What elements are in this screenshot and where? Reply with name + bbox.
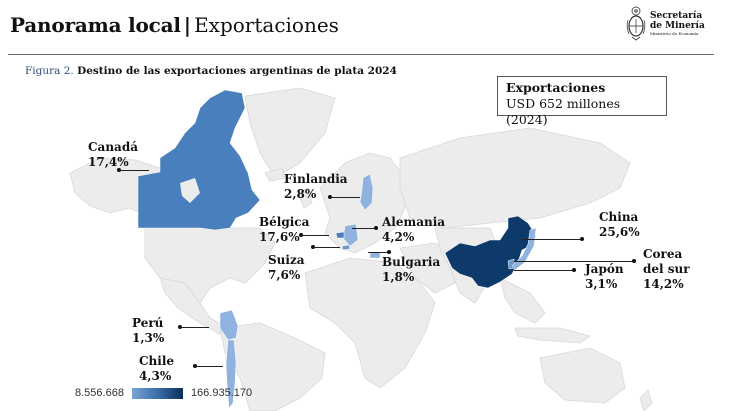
ministry-logo: Secretaría de Minería Ministerio de Econ… bbox=[625, 5, 705, 43]
logo-line-1: Secretaría bbox=[650, 11, 703, 21]
leader-line-japan bbox=[514, 270, 572, 271]
summary-title: Exportaciones bbox=[506, 80, 606, 95]
label-bulgaria: Bulgaria 1,8% bbox=[382, 255, 441, 284]
page-title: Panorama local | Exportaciones bbox=[10, 12, 339, 38]
summary-value: USD 652 millones (2024) bbox=[506, 96, 621, 127]
label-japan: Japón 3,1% bbox=[585, 262, 624, 291]
leader-line-switzerland bbox=[313, 247, 340, 248]
leader-dot-china bbox=[580, 237, 584, 241]
label-chile: Chile 4,3% bbox=[139, 354, 175, 383]
label-china: China 25,6% bbox=[599, 210, 640, 239]
figure-number: Figura 2. bbox=[25, 65, 74, 77]
label-switzerland: Suiza 7,6% bbox=[268, 253, 305, 282]
leader-line-south-korea bbox=[514, 261, 632, 262]
legend-max-value: 166.935.170 bbox=[190, 387, 253, 399]
title-subsection: Exportaciones bbox=[194, 13, 339, 37]
country-belgium bbox=[335, 231, 345, 239]
legend-gradient-bar bbox=[131, 387, 183, 399]
leader-dot-bulgaria bbox=[387, 250, 391, 254]
leader-dot-south-korea bbox=[632, 259, 636, 263]
label-south-korea: Corea del sur 14,2% bbox=[643, 247, 690, 291]
country-switzerland bbox=[341, 244, 351, 251]
logo-line-2: de Minería bbox=[650, 21, 705, 31]
legend-min-value: 8.556.668 bbox=[75, 387, 124, 399]
argentina-coat-of-arms-icon bbox=[626, 6, 646, 41]
leader-line-belgium bbox=[301, 235, 329, 236]
leader-line-germany bbox=[352, 228, 376, 229]
leader-line-canada bbox=[119, 170, 149, 171]
leader-dot-germany bbox=[374, 226, 378, 230]
leader-line-peru bbox=[180, 327, 209, 328]
title-separator: | bbox=[183, 13, 192, 37]
header-divider bbox=[8, 54, 714, 55]
leader-dot-japan bbox=[572, 268, 576, 272]
leader-line-bulgaria bbox=[368, 252, 388, 253]
leader-line-finland bbox=[330, 197, 360, 198]
label-belgium: Bélgica 17,6% bbox=[259, 215, 310, 244]
country-peru bbox=[219, 309, 239, 341]
label-germany: Alemania 4,2% bbox=[382, 215, 446, 244]
title-section: Panorama local bbox=[10, 13, 181, 37]
figure-title: Destino de las exportaciones argentinas … bbox=[77, 65, 397, 77]
figure-caption: Figura 2. Destino de las exportaciones a… bbox=[25, 65, 397, 77]
label-finland: Finlandia 2,8% bbox=[284, 172, 348, 201]
exports-summary-box: Exportaciones USD 652 millones (2024) bbox=[497, 76, 667, 127]
label-canada: Canadá 17,4% bbox=[88, 140, 138, 169]
logo-line-3: Ministerio de Economía bbox=[650, 31, 699, 36]
country-canada bbox=[137, 89, 261, 231]
country-chile bbox=[225, 339, 237, 409]
label-peru: Perú 1,3% bbox=[132, 316, 165, 345]
world-map bbox=[69, 87, 653, 411]
leader-line-china bbox=[522, 239, 580, 240]
color-scale-legend: 8.556.668 166.935.170 bbox=[75, 387, 252, 399]
leader-line-chile bbox=[195, 366, 223, 367]
country-finland bbox=[359, 173, 374, 211]
